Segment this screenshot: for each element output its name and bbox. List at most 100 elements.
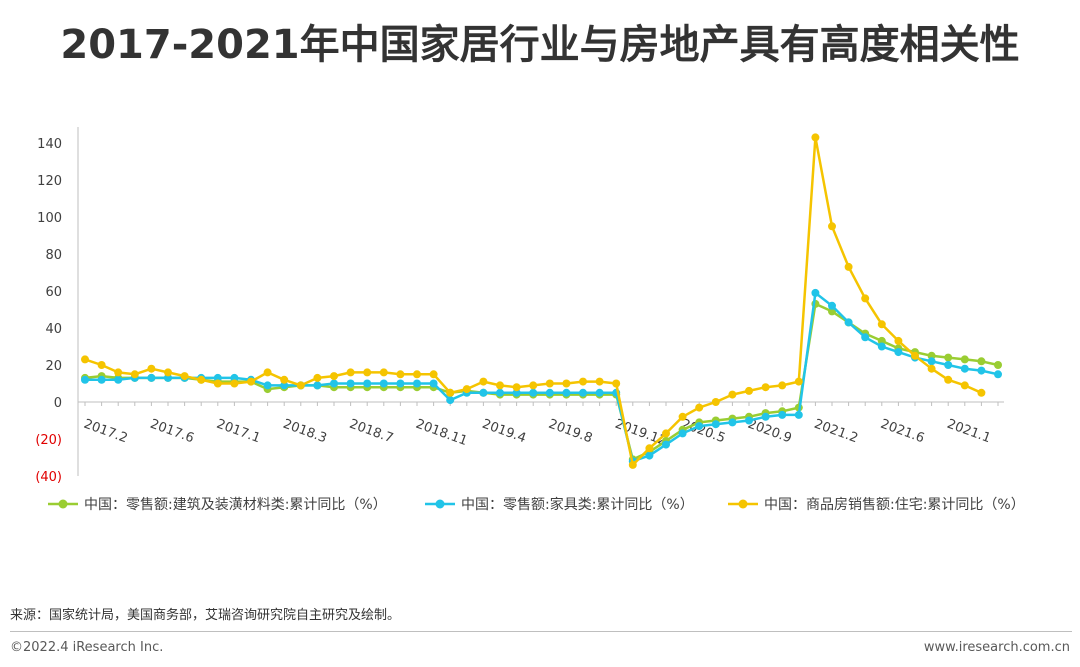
- data-point: [213, 373, 222, 382]
- data-point: [595, 388, 604, 397]
- data-point: [894, 336, 903, 345]
- legend-item: 中国：零售额:家具类:累计同比（%）: [425, 496, 694, 513]
- legend-swatch-marker: [58, 499, 68, 509]
- data-point: [994, 370, 1002, 379]
- y-tick-label: 40: [45, 322, 62, 337]
- x-tick-label: 2017.1: [214, 417, 262, 447]
- data-point: [977, 357, 986, 366]
- data-point: [579, 388, 587, 397]
- data-point: [911, 351, 919, 360]
- data-point: [579, 377, 587, 386]
- x-tick-label: 2019.4: [480, 417, 528, 447]
- data-point: [877, 320, 886, 329]
- data-point: [213, 379, 222, 388]
- data-point: [130, 370, 139, 379]
- data-point: [529, 388, 538, 397]
- data-point: [230, 373, 239, 382]
- data-point: [778, 381, 787, 390]
- data-point: [662, 440, 670, 449]
- source-note: 来源：国家统计局，美国商务部，艾瑞咨询研究院自主研究及绘制。: [10, 608, 401, 623]
- page-title: 2017-2021年中国家居行业与房地产具有高度相关性: [60, 22, 1020, 68]
- series-2: [81, 133, 986, 469]
- data-point: [147, 364, 156, 373]
- data-point: [828, 301, 836, 310]
- data-point: [761, 412, 770, 421]
- series-line: [84, 302, 999, 461]
- data-point: [960, 381, 969, 390]
- data-point: [728, 390, 737, 399]
- legend-swatch-marker: [435, 499, 445, 509]
- data-point: [263, 368, 272, 377]
- legend-item: 中国：商品房销售额:住宅:累计同比（%）: [728, 497, 1025, 513]
- y-tick-label: 20: [45, 359, 62, 374]
- data-point: [944, 353, 953, 362]
- data-point: [313, 373, 322, 382]
- data-point: [164, 368, 172, 377]
- data-point: [794, 410, 803, 419]
- data-point: [180, 372, 189, 381]
- data-point: [877, 336, 886, 345]
- data-point: [927, 357, 936, 366]
- data-point: [164, 373, 172, 382]
- data-point: [844, 262, 853, 271]
- data-point: [446, 396, 455, 405]
- data-point: [313, 381, 322, 390]
- data-point: [828, 222, 836, 231]
- legend-swatch-marker: [738, 499, 748, 509]
- data-point: [562, 388, 571, 397]
- data-point: [413, 379, 421, 388]
- data-point: [678, 412, 687, 421]
- data-point: [114, 375, 123, 384]
- legend: 中国：零售额:建筑及装潢材料类:累计同比（%） 中国：零售额:家具类:累计同比（%…: [48, 496, 1025, 513]
- data-point: [877, 342, 886, 351]
- data-point: [529, 381, 538, 390]
- data-point: [861, 333, 870, 342]
- data-point: [695, 403, 704, 412]
- y-tick-label: 60: [45, 285, 62, 300]
- legend-label: 中国：商品房销售额:住宅:累计同比（%）: [764, 497, 1025, 513]
- data-point: [496, 381, 504, 390]
- x-tick-label: 2021.2: [812, 417, 860, 447]
- y-tick-label: (20): [35, 433, 62, 448]
- data-point: [446, 388, 455, 397]
- series-lines: [81, 133, 1002, 469]
- data-point: [97, 361, 106, 369]
- data-point: [263, 381, 272, 390]
- data-point: [678, 429, 687, 438]
- data-point: [944, 361, 953, 369]
- y-tick-label: 140: [37, 137, 62, 152]
- data-point: [81, 355, 89, 364]
- data-point: [330, 372, 338, 381]
- data-point: [977, 366, 986, 375]
- data-point: [413, 370, 421, 379]
- data-point: [927, 351, 936, 360]
- data-point: [645, 451, 654, 460]
- data-point: [496, 388, 504, 397]
- data-point: [977, 388, 986, 397]
- data-point: [379, 368, 388, 377]
- data-point: [711, 420, 720, 429]
- data-point: [81, 375, 89, 384]
- data-point: [512, 383, 521, 392]
- data-point: [745, 416, 753, 425]
- data-point: [811, 133, 820, 142]
- data-point: [628, 460, 637, 469]
- data-point: [612, 379, 621, 388]
- data-point: [147, 373, 156, 382]
- data-point: [197, 375, 206, 384]
- y-tick-label: 80: [45, 248, 62, 263]
- series-line: [85, 291, 999, 463]
- data-point: [429, 370, 438, 379]
- data-point: [429, 379, 438, 388]
- y-tick-label: 100: [37, 211, 62, 226]
- data-point: [894, 348, 903, 357]
- data-point: [545, 388, 554, 397]
- data-point: [114, 368, 123, 377]
- data-point: [363, 368, 372, 377]
- website-link[interactable]: www.iresearch.com.cn: [923, 640, 1070, 655]
- data-point: [545, 379, 554, 388]
- data-point: [562, 379, 571, 388]
- data-point: [745, 386, 753, 395]
- data-point: [662, 429, 670, 438]
